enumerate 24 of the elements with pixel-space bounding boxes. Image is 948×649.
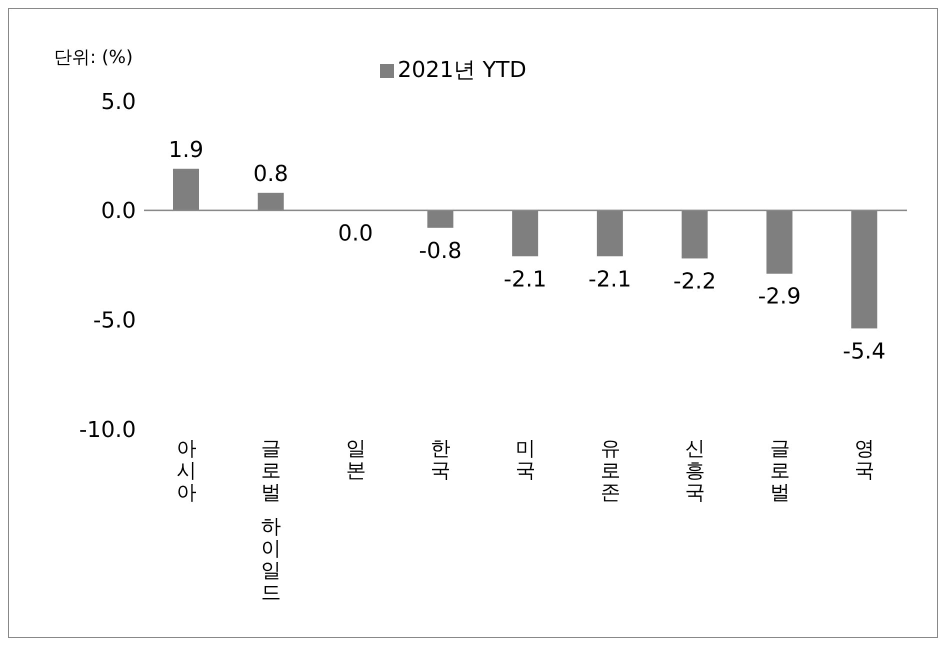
x-tick-label: 미국: [516, 436, 536, 482]
y-axis-title: 단위: (%): [54, 46, 133, 69]
x-tick-label: 유로존: [600, 436, 620, 504]
x-tick-label: 글로벌 하이일드: [261, 436, 282, 604]
data-label: 0.8: [253, 162, 288, 187]
data-label: -2.1: [504, 267, 547, 292]
data-label: -5.4: [842, 339, 886, 364]
data-label: 0.0: [338, 221, 374, 246]
legend-label: 2021년 YTD: [398, 58, 526, 83]
data-label: -2.2: [673, 269, 716, 294]
x-tick-label: 영국: [854, 436, 875, 482]
x-tick-label: 일본: [346, 436, 366, 482]
x-tick-label: 신흥국: [685, 436, 706, 504]
x-tick-label: 글로벌: [770, 436, 790, 504]
y-tick-label: -5.0: [93, 308, 136, 334]
data-label: -2.9: [758, 284, 801, 310]
data-label: 1.9: [168, 138, 204, 163]
data-label: -2.1: [588, 267, 632, 292]
y-tick-label: -10.0: [79, 418, 136, 443]
x-tick-label: 아시아: [176, 436, 196, 504]
y-tick-label: 5.0: [101, 90, 136, 115]
x-tick-label: 한국: [430, 436, 451, 482]
data-label: -0.8: [418, 238, 462, 264]
y-tick-label: 0.0: [101, 199, 136, 224]
